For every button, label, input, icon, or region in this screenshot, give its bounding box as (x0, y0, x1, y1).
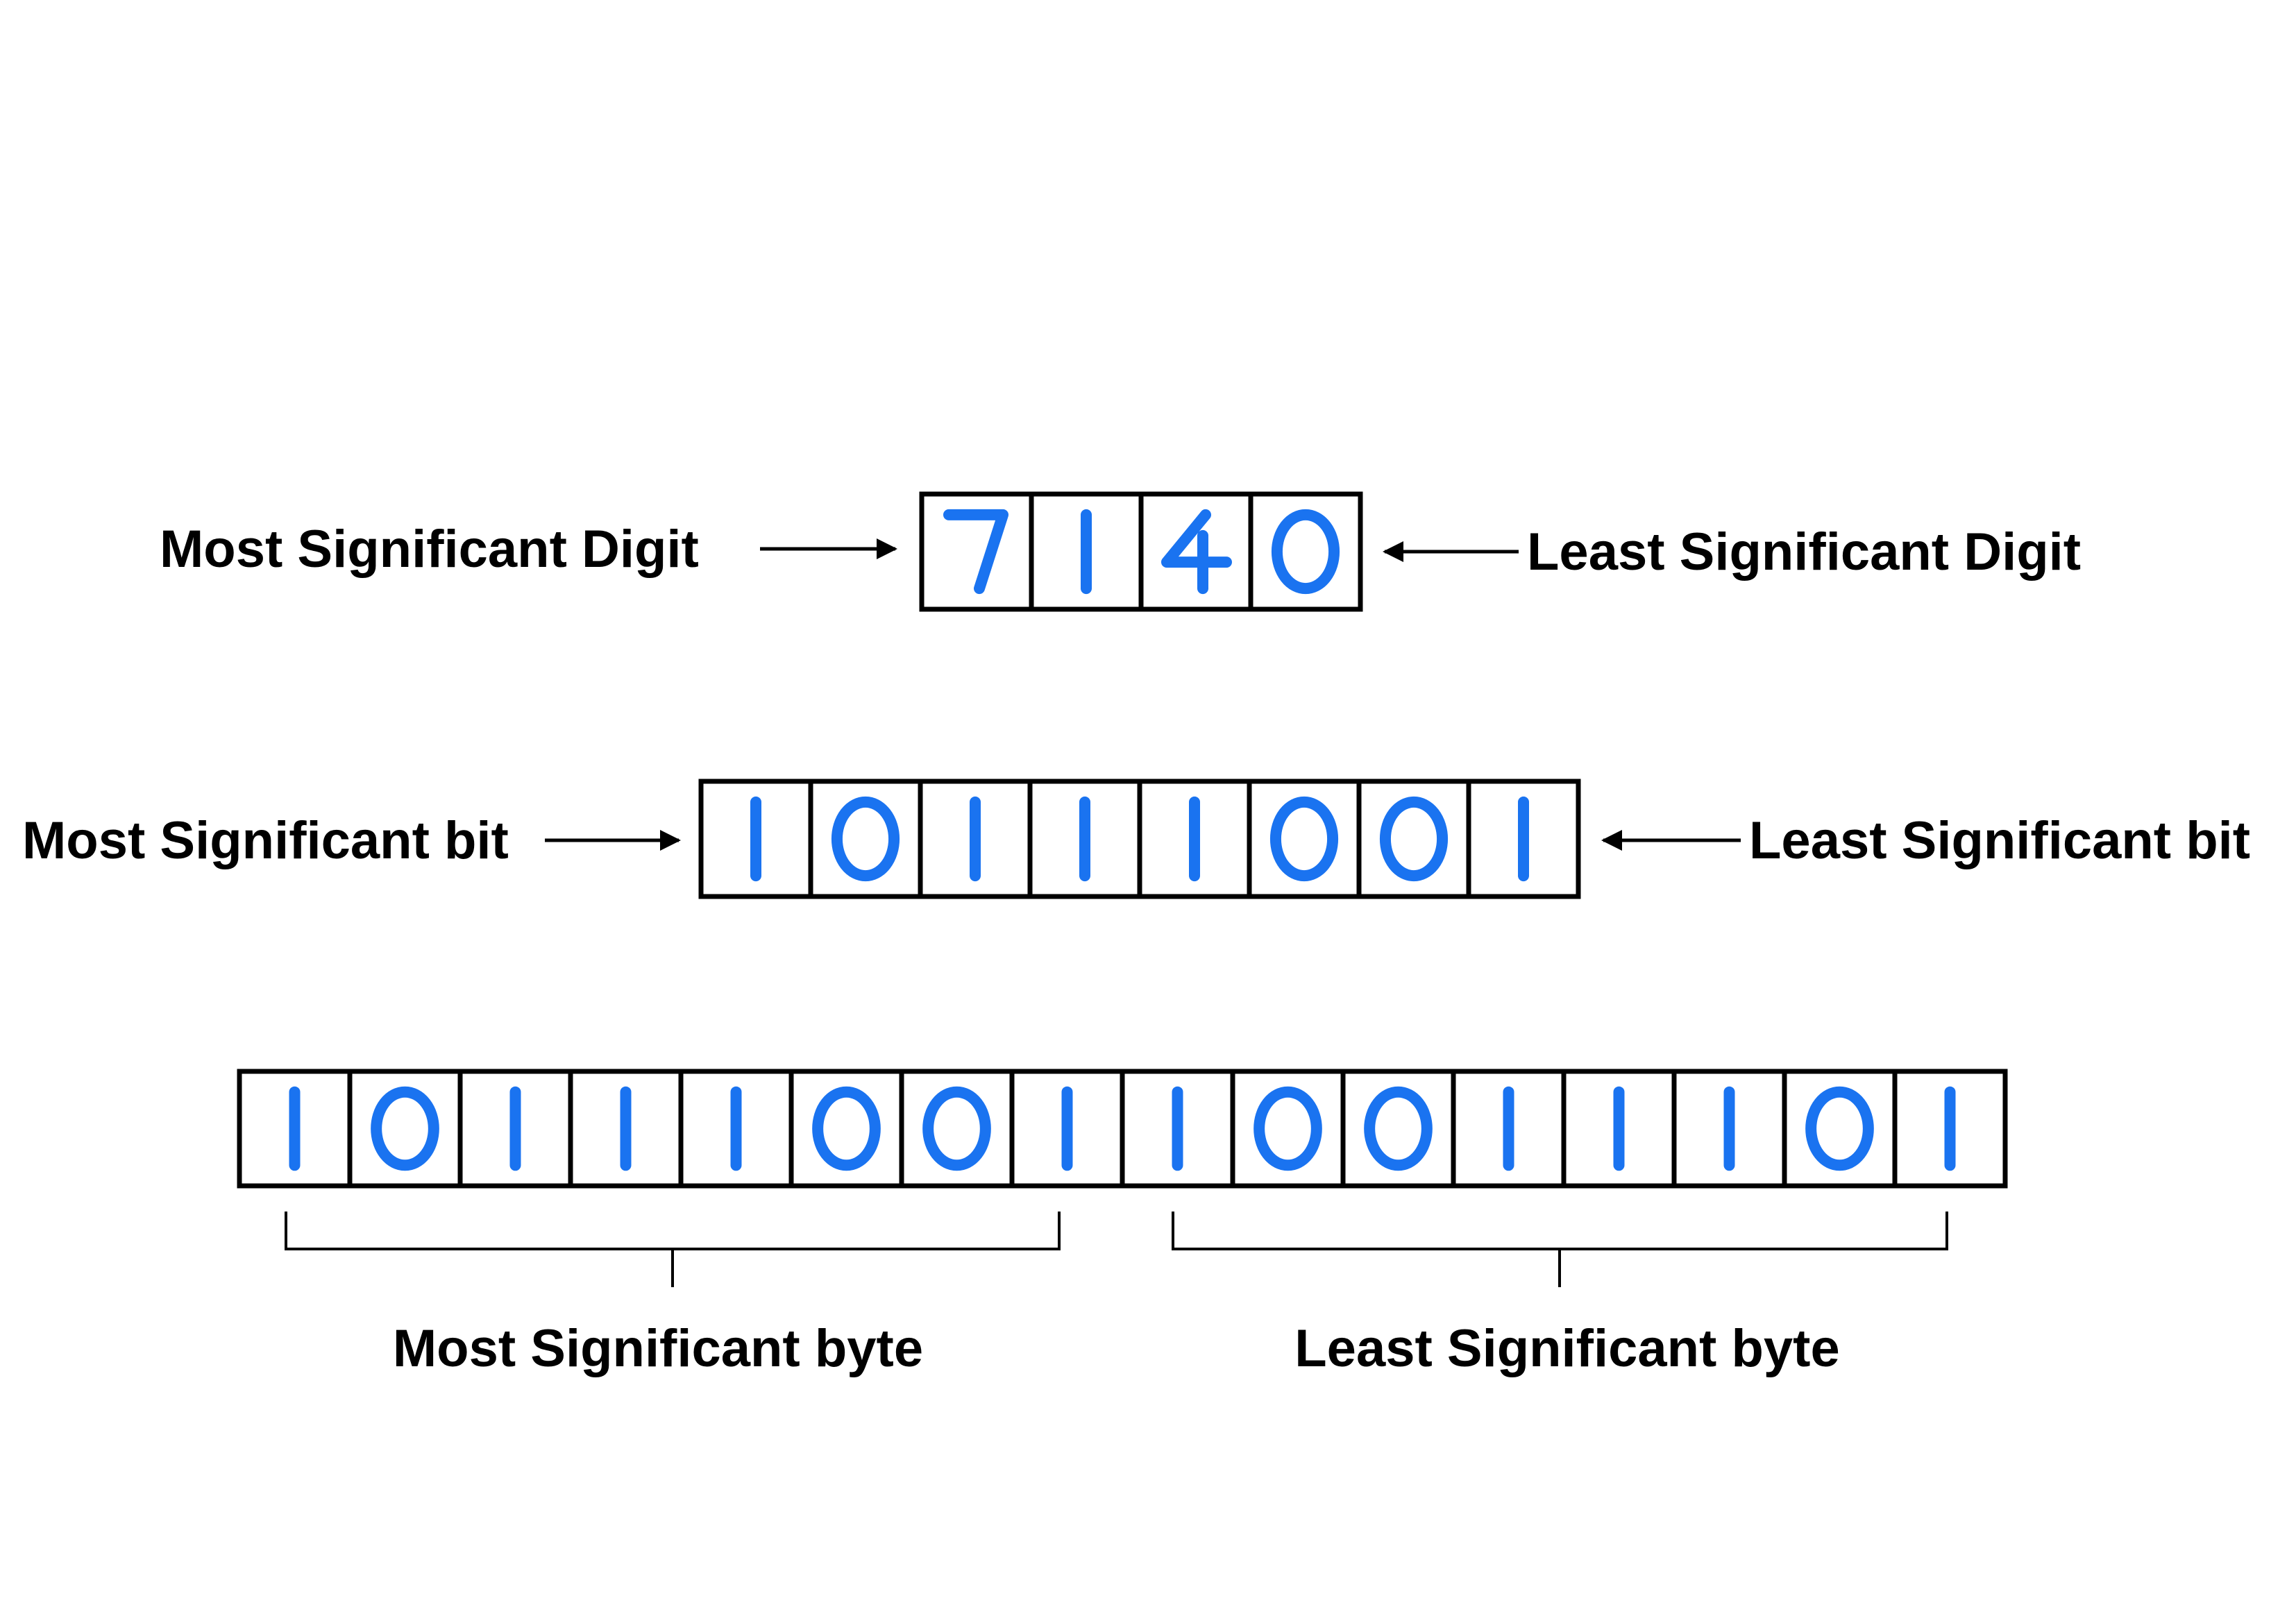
least-significant-bit-label: Least Significant bit (1749, 811, 2250, 870)
most-significant-byte-label: Most Significant byte (393, 1319, 923, 1378)
most-significant-digit-label: Most Significant Digit (160, 520, 699, 579)
digit-cells (919, 491, 1363, 612)
bit-row: Most Significant bit Least Significant b… (22, 779, 2250, 899)
digit-0-glyph (1364, 1086, 1433, 1171)
digit-0-glyph (812, 1086, 881, 1171)
digit-0-glyph (831, 796, 900, 882)
digit-0-glyph (1253, 1086, 1322, 1171)
digit-0-glyph (1379, 796, 1449, 882)
digit-0-glyph (922, 1086, 991, 1171)
digit-0-glyph (1269, 796, 1339, 882)
least-significant-byte-bracket (1172, 1212, 1948, 1287)
digit-cell (1138, 491, 1253, 612)
most-significant-byte-bracket (285, 1212, 1061, 1287)
byte-row: Most Significant byte Least Significant … (237, 1069, 2008, 1378)
digit-row: Most Significant Digit Least Significant… (160, 491, 2081, 612)
bit-cells (698, 779, 1581, 899)
most-significant-bit-label: Most Significant bit (22, 811, 509, 870)
digit-0-glyph (371, 1086, 439, 1171)
digit-4-glyph (1161, 509, 1232, 595)
byte-cells (237, 1069, 2008, 1189)
digit-7-glyph (943, 509, 1008, 595)
least-significant-digit-label: Least Significant Digit (1527, 522, 2081, 581)
digit-0-glyph (1805, 1086, 1874, 1171)
least-significant-byte-label: Least Significant byte (1294, 1319, 1840, 1378)
digit-0-glyph (1271, 509, 1340, 595)
